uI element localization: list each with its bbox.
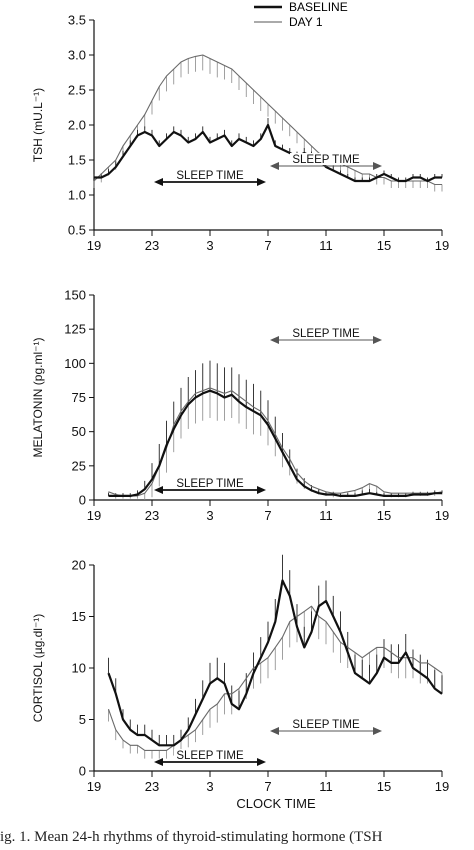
tsh-x-tick-label: 19 bbox=[435, 238, 449, 253]
cortisol-sleep-label-bg bbox=[174, 749, 246, 761]
cortisol-x-tick-label: 19 bbox=[87, 779, 101, 794]
figure-caption: ig. 1. Mean 24-h rhythms of thyroid-stim… bbox=[0, 829, 383, 845]
melatonin-y-tick-label: 150 bbox=[64, 288, 86, 303]
cortisol-baseline-line bbox=[107, 579, 443, 747]
melatonin-y-tick-label: 25 bbox=[72, 458, 86, 473]
tsh-baseline-line bbox=[94, 123, 442, 183]
cortisol-x-tick-label: 11 bbox=[319, 779, 333, 794]
melatonin-y-tick-label: 75 bbox=[72, 390, 86, 405]
cortisol-y-tick-label: 0 bbox=[79, 764, 86, 779]
melatonin-x-tick-label: 19 bbox=[87, 508, 101, 523]
tsh-sleep-arrow-head-left bbox=[270, 162, 279, 170]
tsh-y-tick-label: 3.5 bbox=[68, 13, 86, 28]
tsh-sleep-label: SLEEP TIME bbox=[292, 154, 360, 166]
cortisol-x-tick-label: 3 bbox=[206, 779, 213, 794]
melatonin-x-tick-label: 3 bbox=[206, 508, 213, 523]
melatonin-y-tick-label: 0 bbox=[79, 493, 86, 508]
melatonin-x-tick-label: 19 bbox=[435, 508, 449, 523]
melatonin-sleep-arrow-head-right bbox=[373, 336, 382, 344]
tsh-y-axis-label: TSH (mU.L⁻¹) bbox=[31, 88, 45, 162]
tsh-x-tick-label: 11 bbox=[319, 238, 333, 253]
cortisol-day1-line bbox=[107, 605, 443, 751]
cortisol-sleep-arrow-head-right bbox=[373, 727, 382, 735]
cortisol-sleep-arrow-head-left bbox=[154, 758, 163, 766]
tsh-y-tick-label: 2.0 bbox=[68, 118, 86, 133]
tsh-sleep-label-bg bbox=[290, 153, 362, 165]
melatonin-y-tick-label: 125 bbox=[64, 322, 86, 337]
tsh-x-tick-label: 23 bbox=[145, 238, 159, 253]
tsh-y-tick-label: 1.5 bbox=[68, 153, 86, 168]
tsh-y-tick-label: 2.5 bbox=[68, 83, 86, 98]
cortisol-y-axis-label: CORTISOL (µg.dl⁻¹) bbox=[31, 614, 45, 723]
tsh-sleep-arrow-head-right bbox=[373, 162, 382, 170]
tsh-x-tick-label: 15 bbox=[377, 238, 391, 253]
tsh-sleep-label-bg bbox=[174, 169, 246, 181]
tsh-sleep-arrow-head-left bbox=[154, 178, 163, 186]
tsh-panel: 0.5 1.0 1.5 2.0 2.5 3.0 3.5 19 23 3 7 11 15 19 TSH (mU… bbox=[31, 13, 449, 254]
cortisol-x-tick-label: 15 bbox=[377, 779, 391, 794]
melatonin-sleep-label: SLEEP TIME bbox=[292, 328, 360, 340]
legend-day1-label: DAY 1 bbox=[289, 15, 323, 29]
tsh-sleep-arrow-head-right bbox=[257, 178, 266, 186]
cortisol-sleep-label: SLEEP TIME bbox=[176, 750, 244, 762]
tsh-x-tick-label: 7 bbox=[264, 238, 271, 253]
cortisol-x-tick-label: 23 bbox=[145, 779, 159, 794]
cortisol-sleep-arrow-head-right bbox=[257, 758, 266, 766]
melatonin-x-tick-label: 15 bbox=[377, 508, 391, 523]
tsh-x-tick-label: 3 bbox=[206, 238, 213, 253]
cortisol-y-tick-label: 5 bbox=[79, 712, 86, 727]
tsh-y-tick-label: 1.0 bbox=[68, 188, 86, 203]
legend: BASELINE DAY 1 bbox=[254, 0, 348, 29]
cortisol-y-tick-label: 15 bbox=[72, 609, 86, 624]
melatonin-x-tick-label: 11 bbox=[319, 508, 333, 523]
legend-baseline-label: BASELINE bbox=[289, 0, 348, 14]
cortisol-y-tick-label: 10 bbox=[72, 661, 86, 676]
cortisol-x-axis-label: CLOCK TIME bbox=[236, 796, 316, 811]
tsh-day1-line bbox=[93, 54, 442, 186]
tsh-y-tick-label: 0.5 bbox=[68, 223, 86, 238]
melatonin-y-tick-label: 100 bbox=[64, 356, 86, 371]
melatonin-sleep-label-bg bbox=[174, 477, 246, 489]
tsh-sleep-label: SLEEP TIME bbox=[176, 170, 244, 182]
cortisol-sleep-label-bg bbox=[290, 718, 362, 730]
melatonin-x-tick-label: 7 bbox=[264, 508, 271, 523]
melatonin-y-axis-label: MELATONIN (pg.ml⁻¹) bbox=[31, 338, 45, 458]
melatonin-sleep-arrow-head-right bbox=[257, 486, 266, 494]
cortisol-y-tick-label: 20 bbox=[72, 558, 86, 573]
melatonin-sleep-label-bg bbox=[290, 327, 362, 339]
melatonin-sleep-arrow-head-left bbox=[270, 336, 279, 344]
melatonin-panel: 0 25 50 75 100 125 150 19 23 3 7 11 15 19 MELATONIN (p… bbox=[31, 288, 449, 524]
cortisol-sleep-label: SLEEP TIME bbox=[292, 719, 360, 731]
cortisol-x-tick-label: 19 bbox=[435, 779, 449, 794]
tsh-x-tick-label: 19 bbox=[87, 238, 101, 253]
cortisol-panel: 0 5 10 15 20 19 23 3 7 11 15 19 CORTISOL (µg.dl⁻¹) CL… bbox=[31, 554, 449, 811]
melatonin-sleep-label: SLEEP TIME bbox=[176, 478, 244, 490]
melatonin-baseline-line bbox=[108, 389, 442, 497]
cortisol-x-tick-label: 7 bbox=[264, 779, 271, 794]
melatonin-sleep-arrow-head-left bbox=[154, 486, 163, 494]
tsh-y-tick-label: 3.0 bbox=[68, 48, 86, 63]
cortisol-sleep-arrow-head-left bbox=[270, 727, 279, 735]
melatonin-y-tick-label: 50 bbox=[72, 424, 86, 439]
melatonin-x-tick-label: 23 bbox=[145, 508, 159, 523]
